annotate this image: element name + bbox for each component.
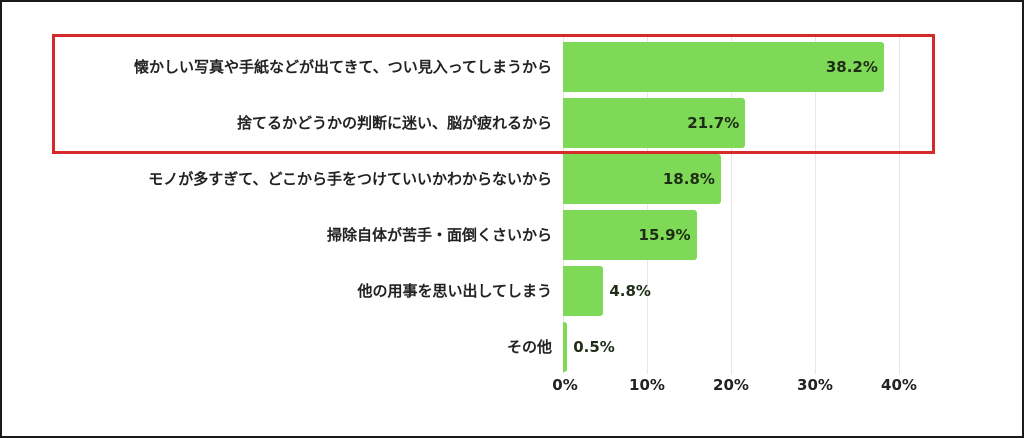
category-label: 懐かしい写真や手紙などが出てきて、つい見入ってしまうから bbox=[133, 58, 552, 76]
gridline-20 bbox=[731, 34, 732, 374]
gridline-10 bbox=[647, 34, 648, 374]
bar-row: 他の用事を思い出してしまう 4.8% bbox=[0, 266, 1024, 316]
value-label: 21.7% bbox=[687, 114, 740, 132]
bar bbox=[563, 42, 884, 92]
value-label: 18.8% bbox=[662, 170, 715, 188]
value-label: 0.5% bbox=[573, 338, 615, 356]
value-label: 38.2% bbox=[825, 58, 878, 76]
bar bbox=[563, 266, 604, 316]
bar bbox=[563, 210, 697, 260]
category-label: その他 bbox=[506, 338, 552, 356]
gridline-0 bbox=[563, 34, 564, 374]
bar-row: 捨てるかどうかの判断に迷い、脳が疲れるから 21.7% bbox=[0, 98, 1024, 148]
gridline-30 bbox=[815, 34, 816, 374]
bar bbox=[563, 154, 721, 204]
bar bbox=[563, 98, 746, 148]
bar-row: その他 0.5% bbox=[0, 322, 1024, 372]
category-label: 捨てるかどうかの判断に迷い、脳が疲れるから bbox=[236, 114, 552, 132]
x-tick-label: 10% bbox=[629, 376, 665, 394]
highlight-box bbox=[52, 34, 935, 154]
category-label: モノが多すぎて、どこから手をつけていいかわからないから bbox=[148, 170, 552, 188]
value-label: 4.8% bbox=[609, 282, 651, 300]
x-tick-label: 20% bbox=[713, 376, 749, 394]
x-tick-label: 0% bbox=[552, 376, 578, 394]
bar-row: 懐かしい写真や手紙などが出てきて、つい見入ってしまうから 38.2% bbox=[0, 42, 1024, 92]
gridline-40 bbox=[899, 34, 900, 374]
bar-row: モノが多すぎて、どこから手をつけていいかわからないから 18.8% bbox=[0, 154, 1024, 204]
category-label: 他の用事を思い出してしまう bbox=[357, 282, 552, 300]
value-label: 15.9% bbox=[638, 226, 691, 244]
bar bbox=[563, 322, 568, 372]
x-tick-label: 40% bbox=[881, 376, 917, 394]
x-tick-label: 30% bbox=[797, 376, 833, 394]
category-label: 掃除自体が苦手・面倒くさいから bbox=[326, 226, 552, 244]
bar-row: 掃除自体が苦手・面倒くさいから 15.9% bbox=[0, 210, 1024, 260]
